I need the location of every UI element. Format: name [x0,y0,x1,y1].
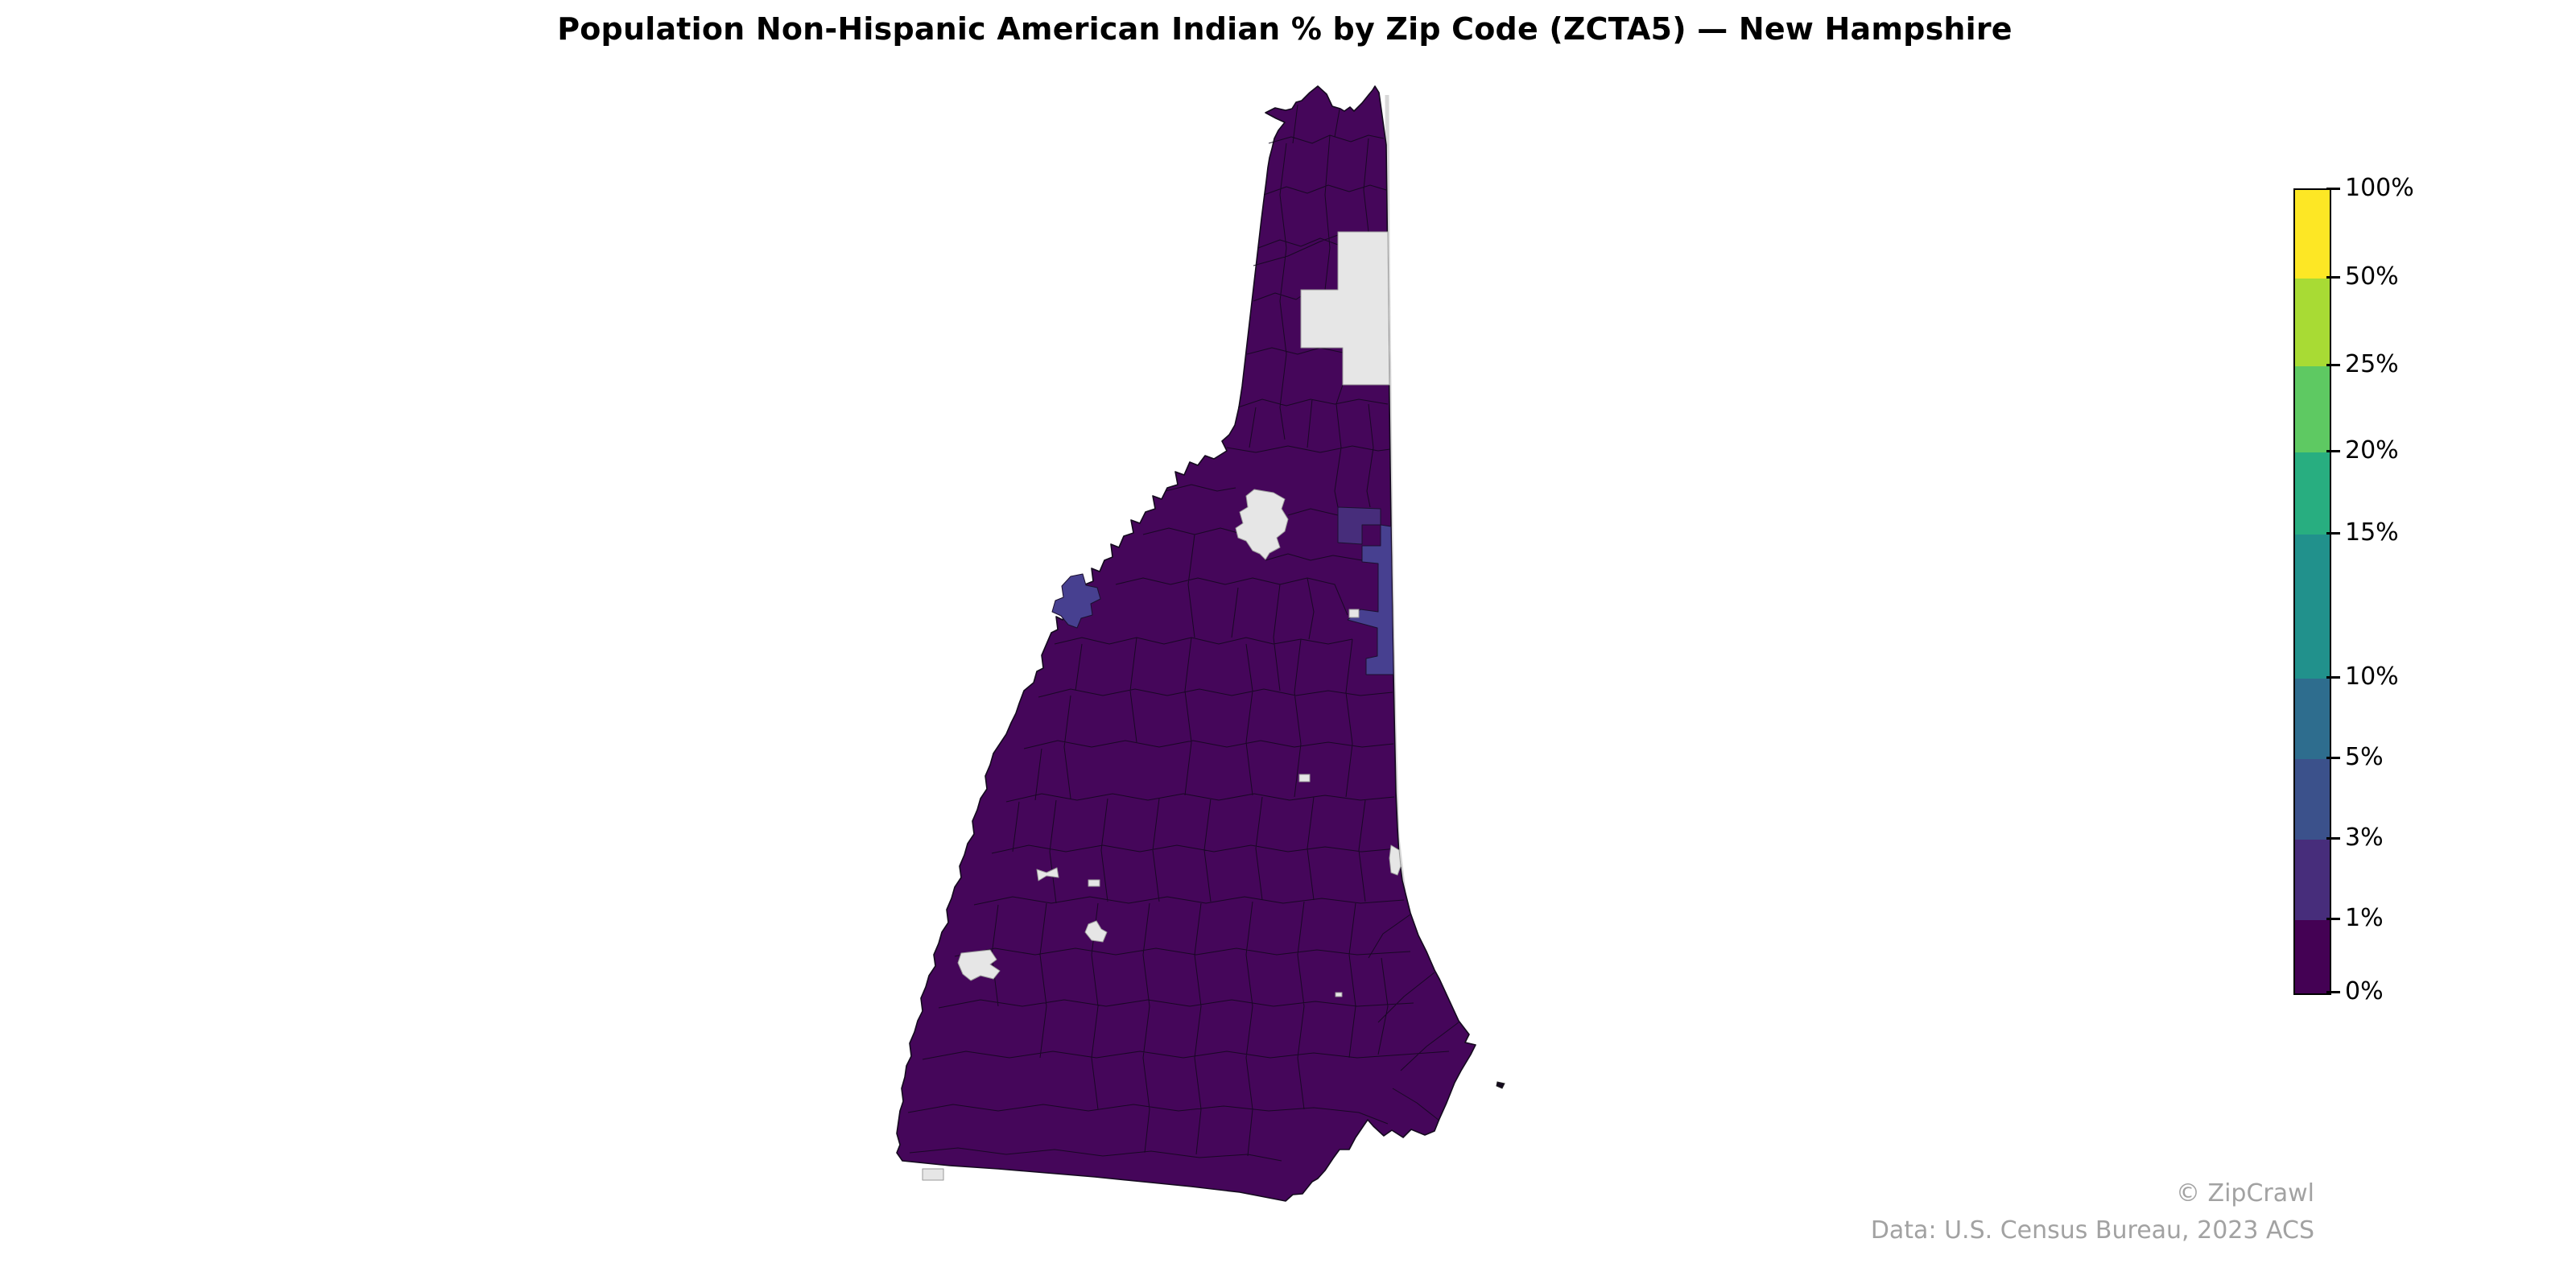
no-data-speck-in-strip [1348,609,1360,618]
offshore-island-mark [1496,1081,1505,1089]
state-shape [896,85,1476,1202]
colorbar-tickmark-20% [2326,450,2340,452]
zcta-boundaries [907,104,1459,1162]
colorbar-band-10-15% [2295,535,2330,679]
colorbar-tickmark-10% [2326,676,2340,679]
colorbar-tickmark-1% [2326,918,2340,920]
colorbar-band-25-50% [2295,279,2330,366]
colorbar-band-5-10% [2295,679,2330,759]
colorbar-band-3-5% [2295,759,2330,840]
colorbar-ticklabel-1%: 1% [2345,904,2384,932]
zcta-patch-west-cross-3-5pct [1051,573,1101,629]
data-source-text: Data: U.S. Census Bureau, 2023 ACS [1870,1216,2314,1245]
colorbar-ticks: 100% 50% 25% 20% 15% 10% 5% 3% 1% 0% [2293,175,2454,1005]
colorbar-band-0-1% [2295,920,2330,993]
no-data-region-east-sliver [1389,844,1402,876]
colorbar-ticklabel-0%: 0% [2345,977,2384,1005]
no-data-region-central-blob [1235,489,1289,560]
no-data-speck-small-blob [1084,920,1108,943]
no-data-speck-southwest-blob [957,949,1001,981]
colorbar-tickmark-15% [2326,532,2340,535]
no-data-speck-tiny [1335,992,1343,997]
attribution-text: © ZipCrawl [2175,1179,2314,1208]
chart-title: Population Non-Hispanic American Indian … [557,11,2013,47]
colorbar-ticklabel-50%: 50% [2345,262,2399,291]
colorbar-tickmark-25% [2326,364,2340,366]
colorbar-tickmark-0% [2326,991,2340,993]
colorbar-ticklabel-10%: 10% [2345,663,2399,691]
colorbar-tickmark-5% [2326,757,2340,759]
colorbar-tickmark-50% [2326,276,2340,279]
colorbar-ticklabel-5%: 5% [2345,743,2384,771]
no-data-speck-center-east [1298,774,1311,782]
zcta-patch-east-sliver-1-3pct [1337,506,1381,545]
no-data-speck-bottom-left [922,1168,944,1181]
colorbar-band-50-100% [2295,190,2330,279]
colorbar-ticklabel-100%: 100% [2345,174,2414,202]
colorbar-tickmark-3% [2326,837,2340,840]
colorbar-band-1-3% [2295,840,2330,920]
choropleth-map [896,85,1505,1202]
no-data-speck-bowtie [1036,867,1059,881]
no-data-speck-dash [1088,879,1100,887]
colorbar-ticklabel-15%: 15% [2345,518,2399,547]
colorbar-ticklabel-3%: 3% [2345,824,2384,852]
no-data-region-north-plus [1300,231,1390,386]
colorbar-band-20-25% [2295,366,2330,452]
colorbar-band-15-20% [2295,452,2330,535]
colorbar-ticklabel-25%: 25% [2345,350,2399,378]
credits: © ZipCrawl Data: U.S. Census Bureau, 202… [1871,1180,2314,1245]
colorbar-tickmark-100% [2326,188,2340,190]
colorbar [2293,188,2331,995]
colorbar-ticklabel-20%: 20% [2345,436,2399,464]
zcta-patch-east-strip-3-5pct [1347,524,1394,675]
